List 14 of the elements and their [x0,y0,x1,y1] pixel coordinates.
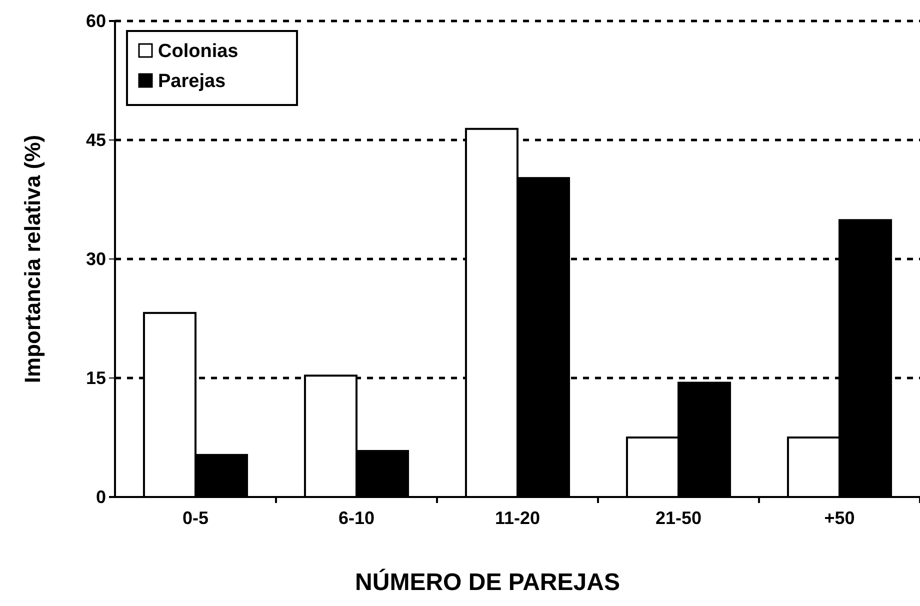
x-tick-label: 11-20 [494,508,540,528]
y-tick-label: 0 [96,486,106,507]
x-tick-label: +50 [824,508,855,528]
x-tick-label: 21-50 [655,508,702,528]
y-axis-title: Importancia relativa (%) [20,134,45,384]
y-tick-label: 60 [86,10,106,31]
x-tick-label: 6-10 [338,508,375,528]
legend-label: Colonias [158,41,238,62]
x-axis-title: NÚMERO DE PAREJAS [355,568,620,596]
legend-label: Parejas [158,71,226,92]
y-tick-label: 30 [86,248,106,269]
x-tick-label: 0-5 [182,508,209,528]
y-tick-label: 15 [86,368,106,388]
y-tick-label: 45 [86,130,106,150]
